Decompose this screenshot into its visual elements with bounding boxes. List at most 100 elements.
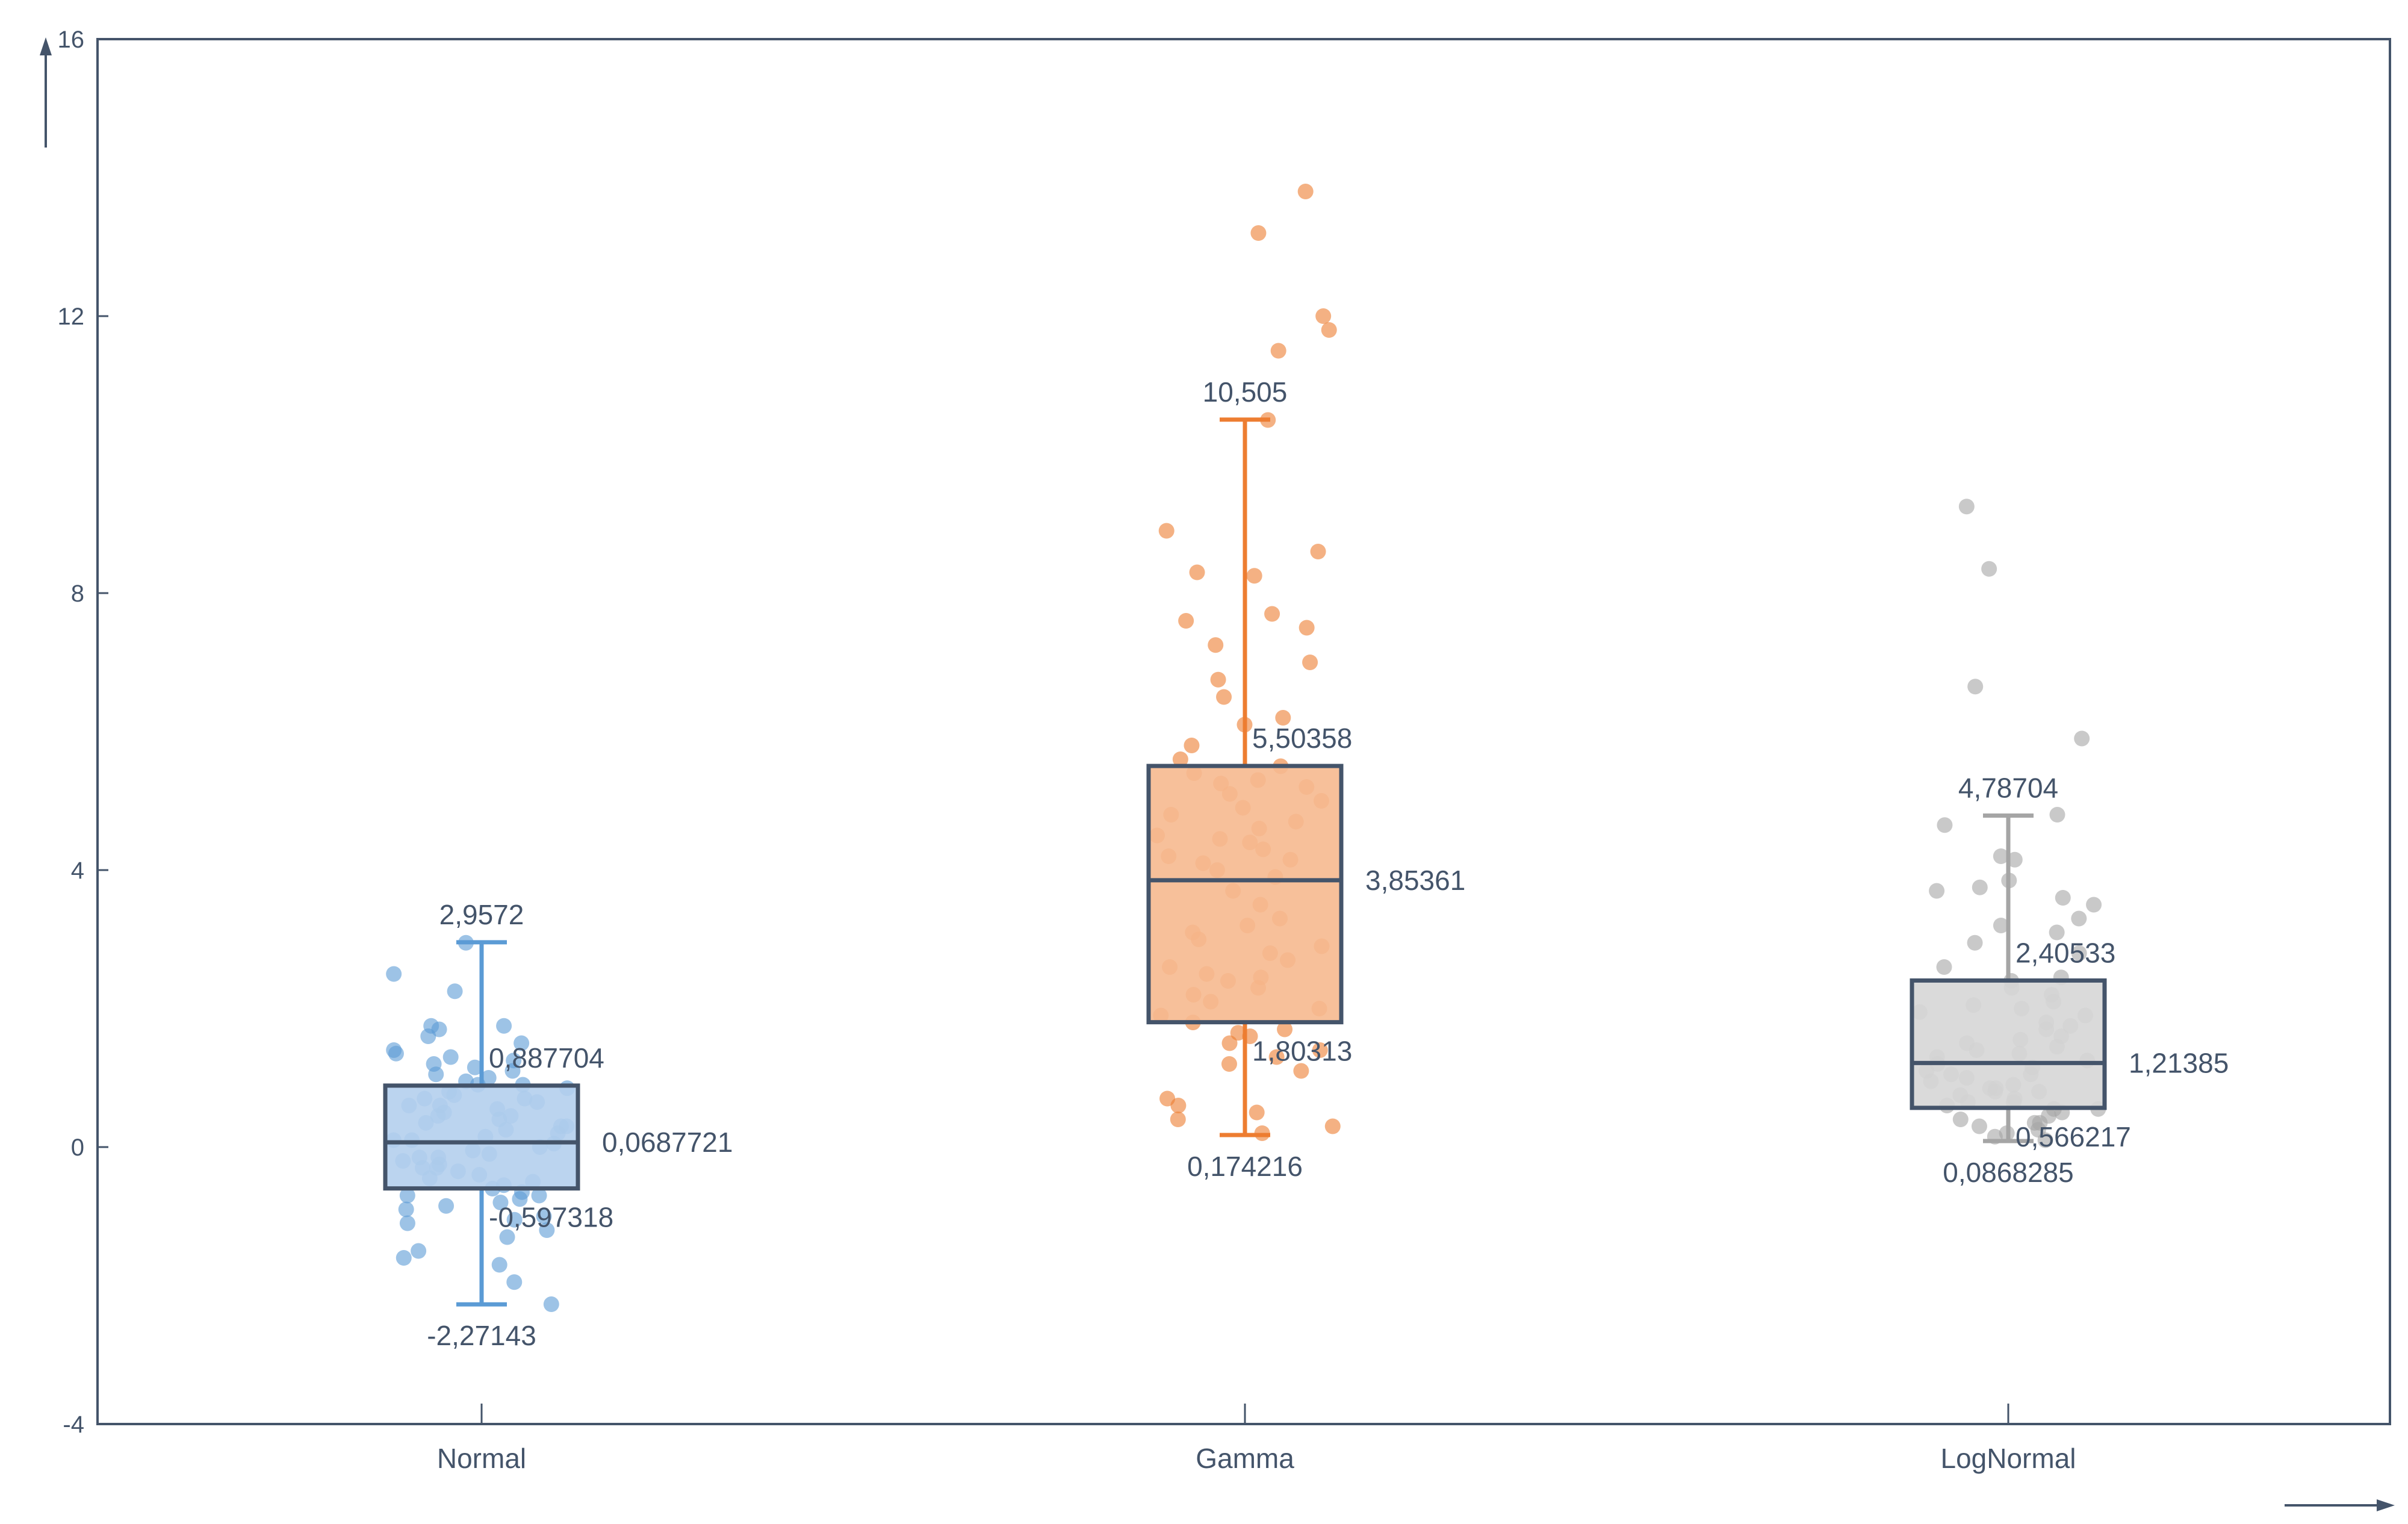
data-point	[2049, 807, 2065, 823]
y-tick-label: 16	[58, 26, 85, 53]
data-point	[512, 1191, 528, 1207]
whisker-high-label: 2,9572	[439, 899, 524, 930]
data-point	[1270, 343, 1286, 359]
data-point	[1321, 322, 1337, 338]
data-point	[2049, 924, 2065, 941]
data-point	[442, 1049, 459, 1065]
data-point	[1972, 879, 1988, 895]
data-point	[396, 1250, 412, 1266]
whisker-high-label: 10,505	[1203, 376, 1288, 408]
data-point	[1952, 1112, 1969, 1127]
y-tick-label: 12	[58, 303, 85, 330]
data-point	[1993, 918, 2009, 933]
data-point	[1993, 848, 2009, 864]
iqr-box	[1910, 978, 2107, 1110]
data-point	[1315, 308, 1332, 324]
data-point	[447, 983, 463, 1000]
q3-label: 0,887704	[489, 1042, 604, 1074]
iqr-box	[1146, 764, 1344, 1025]
data-point	[1929, 883, 1945, 899]
data-point	[398, 1201, 414, 1218]
data-point	[491, 1257, 507, 1273]
data-point	[1958, 499, 1975, 515]
data-point	[1178, 613, 1194, 629]
y-tick-label: 8	[71, 580, 84, 607]
data-point	[1221, 1056, 1237, 1072]
data-point	[1293, 1063, 1309, 1079]
q1-label: 1,80313	[1252, 1036, 1352, 1067]
data-point	[1216, 689, 1232, 705]
y-axis-arrow	[40, 37, 52, 148]
data-point	[1230, 1025, 1246, 1041]
data-point	[1310, 544, 1326, 559]
data-point	[539, 1222, 555, 1238]
data-labels-layer: 2,9572 0,887704 0,0687721 -0,597318 -2,27143…	[427, 376, 2229, 1351]
boxes-layer	[383, 417, 2107, 1307]
data-point	[1210, 671, 1226, 688]
data-point	[1172, 751, 1188, 767]
data-point	[467, 1059, 483, 1075]
data-point	[1208, 637, 1224, 653]
data-point	[428, 1066, 444, 1083]
x-axis-ticks: Normal Gamma LogNormal	[437, 1404, 2076, 1474]
y-tick-label: -4	[63, 1411, 84, 1438]
data-point	[1302, 655, 1318, 670]
data-point	[1158, 523, 1175, 539]
data-point	[1268, 1049, 1285, 1065]
data-point	[543, 1296, 559, 1313]
data-point	[1981, 561, 1997, 577]
data-point	[438, 1198, 455, 1214]
data-point	[1221, 1035, 1238, 1051]
data-point	[1971, 1118, 1987, 1134]
data-point	[411, 1243, 427, 1259]
data-point	[1967, 935, 1983, 951]
data-point	[1250, 225, 1267, 241]
plot-area-frame	[96, 38, 2391, 1425]
data-point	[1246, 568, 1262, 584]
q3-label: 5,50358	[1252, 723, 1352, 754]
data-point	[1170, 1112, 1186, 1127]
data-point	[2086, 897, 2102, 913]
data-point	[506, 1211, 523, 1228]
data-point	[1275, 710, 1291, 726]
iqr-box	[383, 1083, 580, 1191]
data-point	[1936, 959, 1952, 975]
median-label: 0,0687721	[602, 1127, 733, 1158]
data-point	[2074, 730, 2090, 747]
whisker-low-label: 0,174216	[1187, 1151, 1303, 1182]
data-point	[492, 1195, 509, 1210]
data-point	[1189, 564, 1205, 580]
y-tick-label: 4	[71, 857, 84, 884]
median-label: 3,85361	[1365, 865, 1465, 896]
data-point	[2032, 1115, 2048, 1131]
data-point	[2071, 910, 2087, 927]
data-point	[2037, 1132, 2053, 1148]
data-point	[388, 1045, 404, 1062]
median-label: 1,21385	[2129, 1047, 2229, 1078]
q1-label: -0,597318	[489, 1202, 613, 1233]
data-point	[399, 1187, 415, 1204]
x-tick-label: Normal	[437, 1443, 526, 1474]
data-point	[1170, 1098, 1187, 1113]
data-point	[1967, 679, 1984, 695]
data-point	[1937, 817, 1953, 833]
data-point	[386, 966, 402, 982]
y-axis-ticks: -4 0 4 8 12 16	[58, 26, 108, 1438]
data-point	[2071, 945, 2087, 961]
data-point	[536, 1208, 552, 1224]
data-point	[2006, 851, 2023, 868]
data-point	[2055, 890, 2071, 906]
q3-label: 2,40533	[2015, 937, 2115, 968]
data-point	[1249, 1104, 1265, 1121]
q1-label: 0,566217	[2015, 1121, 2131, 1152]
data-point	[420, 1028, 436, 1044]
data-point	[514, 1035, 530, 1051]
data-point	[1184, 738, 1200, 753]
data-point	[504, 1063, 521, 1079]
data-point	[1312, 1042, 1328, 1058]
data-point	[1297, 184, 1314, 199]
data-point	[531, 1187, 547, 1204]
data-point	[1277, 1021, 1293, 1037]
data-point	[1299, 620, 1315, 636]
